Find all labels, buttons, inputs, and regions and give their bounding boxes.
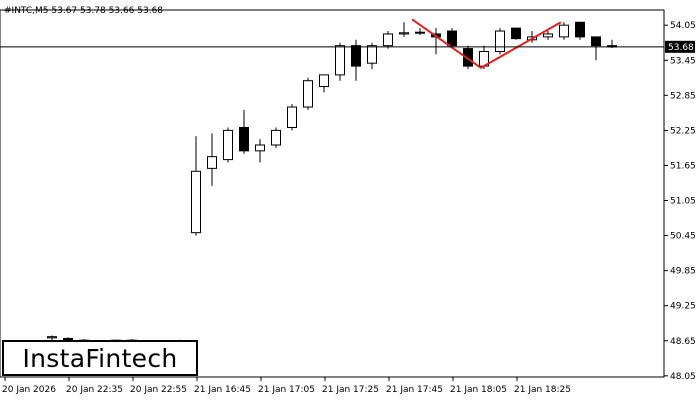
y-tick-label: 50.45 (670, 232, 696, 242)
x-tick-label: 21 Jan 17:05 (258, 385, 315, 395)
bull-candle (47, 336, 57, 339)
bull-candle (367, 45, 377, 64)
bear-candle (463, 48, 473, 67)
y-tick-label: 49.85 (670, 267, 696, 277)
x-tick-label: 21 Jan 17:25 (322, 385, 379, 395)
logo-text: InstaFintech (22, 343, 178, 373)
pattern-layer (411, 18, 562, 70)
bear-candle (63, 337, 73, 341)
plot-area (0, 9, 665, 378)
bull-candle (383, 33, 393, 47)
bull-candle (559, 24, 569, 38)
bear-candle (447, 30, 457, 47)
x-tick-label: 21 Jan 18:25 (514, 385, 571, 395)
x-axis: 20 Jan 2026 20 Jan 22:35 20 Jan 22:55 21 Ja… (2, 377, 571, 395)
bull-candle (255, 144, 265, 152)
y-tick-label: 52.25 (670, 126, 696, 136)
y-tick-label: 48.65 (670, 337, 696, 347)
y-tick-label: 48.05 (670, 372, 696, 382)
bull-candle (271, 129, 281, 146)
bull-candle (319, 74, 329, 88)
bear-candle (511, 27, 521, 40)
bear-candle (591, 36, 601, 47)
y-tick-label: 51.65 (670, 161, 696, 171)
y-tick-label: 49.25 (670, 302, 696, 312)
candles-layer (47, 21, 617, 344)
bull-candle (415, 31, 425, 34)
y-tick-label: 53.45 (670, 56, 696, 66)
bull-candle (495, 30, 505, 52)
bull-candle (223, 129, 233, 161)
x-tick-label: 20 Jan 22:55 (130, 385, 187, 395)
bull-candle (543, 33, 553, 38)
chart-title: #INTC,M5 53.67 53.78 53.66 53.68 (4, 6, 163, 16)
x-tick-label: 21 Jan 16:45 (194, 385, 251, 395)
current-price-badge (665, 40, 695, 53)
current-price-label: 53.68 (668, 43, 694, 53)
bull-candle (287, 106, 297, 128)
bull-candle (335, 45, 345, 76)
y-axis: 54.05 53.45 52.85 52.25 51.65 51.05 50.45 49.85… (664, 21, 696, 382)
bull-candle (399, 32, 409, 35)
x-tick-label: 21 Jan 18:05 (450, 385, 507, 395)
bull-candle (207, 156, 217, 169)
bear-candle (575, 21, 585, 38)
bear-candle (351, 45, 361, 67)
bull-candle (191, 170, 201, 234)
instafintech-logo: InstaFintech (2, 340, 198, 376)
bear-candle (239, 126, 249, 152)
x-tick-label: 21 Jan 17:45 (386, 385, 443, 395)
y-tick-label: 52.85 (670, 91, 696, 101)
x-tick-label: 20 Jan 22:35 (66, 385, 123, 395)
y-tick-label: 51.05 (670, 197, 696, 207)
bull-candle (303, 80, 313, 108)
x-tick-label: 20 Jan 2026 (2, 385, 56, 395)
double-top-pattern-line (411, 18, 562, 70)
y-tick-label: 54.05 (670, 21, 696, 31)
